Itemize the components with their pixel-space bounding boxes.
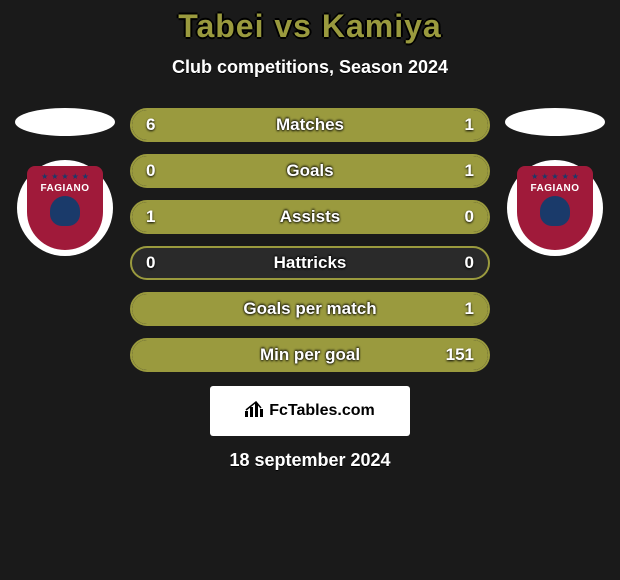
stat-value-left: 6 xyxy=(146,115,155,135)
stat-value-right: 0 xyxy=(465,253,474,273)
star-icon: ★ xyxy=(51,172,58,181)
stat-row: 151Min per goal xyxy=(130,338,490,372)
bird-icon xyxy=(540,196,570,226)
star-icon: ★ xyxy=(541,172,548,181)
attribution-text: FcTables.com xyxy=(269,402,375,420)
badge-text: FAGIANO xyxy=(530,183,579,194)
content-row: ★ ★ ★ ★ ★ FAGIANO 61Matches01Goals10Assi… xyxy=(0,108,620,372)
stat-row: 0 0Hattricks xyxy=(130,246,490,280)
stat-value-right: 151 xyxy=(446,345,474,365)
bar-fill-left xyxy=(132,202,488,232)
snapshot-date: 18 september 2024 xyxy=(0,450,620,471)
star-icon: ★ xyxy=(41,172,48,181)
stat-bars: 61Matches01Goals10Assists00Hattricks1Goa… xyxy=(130,108,490,372)
bar-fill-right xyxy=(132,340,488,370)
bar-fill-right xyxy=(438,110,488,140)
stat-value-right: 1 xyxy=(465,299,474,319)
club-shield-icon: ★ ★ ★ ★ ★ FAGIANO xyxy=(27,166,103,250)
bird-icon xyxy=(50,196,80,226)
bar-fill-left xyxy=(132,110,438,140)
chart-icon xyxy=(245,401,265,422)
star-icon: ★ xyxy=(72,172,79,181)
star-icon: ★ xyxy=(551,172,558,181)
comparison-card: Tabei vs Kamiya Club competitions, Seaso… xyxy=(0,0,620,580)
stat-row: 01Goals xyxy=(130,154,490,188)
stat-value-left: 0 xyxy=(146,161,155,181)
page-title: Tabei vs Kamiya xyxy=(0,8,620,45)
star-icon: ★ xyxy=(531,172,538,181)
left-player-column: ★ ★ ★ ★ ★ FAGIANO xyxy=(10,108,120,256)
player-avatar-left xyxy=(15,108,115,136)
club-shield-icon: ★ ★ ★ ★ ★ FAGIANO xyxy=(517,166,593,250)
stat-row: 10Assists xyxy=(130,200,490,234)
stat-value-left: 0 xyxy=(146,253,155,273)
badge-stars: ★ ★ ★ ★ ★ xyxy=(41,172,89,181)
bar-fill-right xyxy=(132,156,488,186)
star-icon: ★ xyxy=(572,172,579,181)
stat-value-right: 1 xyxy=(465,161,474,181)
badge-text: FAGIANO xyxy=(40,183,89,194)
star-icon: ★ xyxy=(61,172,68,181)
stat-row: 61Matches xyxy=(130,108,490,142)
stat-row: 1Goals per match xyxy=(130,292,490,326)
player-avatar-right xyxy=(505,108,605,136)
attribution-badge[interactable]: FcTables.com xyxy=(210,386,410,436)
stat-value-left: 1 xyxy=(146,207,155,227)
star-icon: ★ xyxy=(562,172,569,181)
stat-value-right: 1 xyxy=(465,115,474,135)
page-subtitle: Club competitions, Season 2024 xyxy=(0,57,620,78)
stat-value-right: 0 xyxy=(465,207,474,227)
star-icon: ★ xyxy=(82,172,89,181)
right-player-column: ★ ★ ★ ★ ★ FAGIANO xyxy=(500,108,610,256)
club-badge-left: ★ ★ ★ ★ ★ FAGIANO xyxy=(17,160,113,256)
club-badge-right: ★ ★ ★ ★ ★ FAGIANO xyxy=(507,160,603,256)
stat-label: Hattricks xyxy=(132,253,488,273)
badge-stars: ★ ★ ★ ★ ★ xyxy=(531,172,579,181)
bar-fill-right xyxy=(132,294,488,324)
